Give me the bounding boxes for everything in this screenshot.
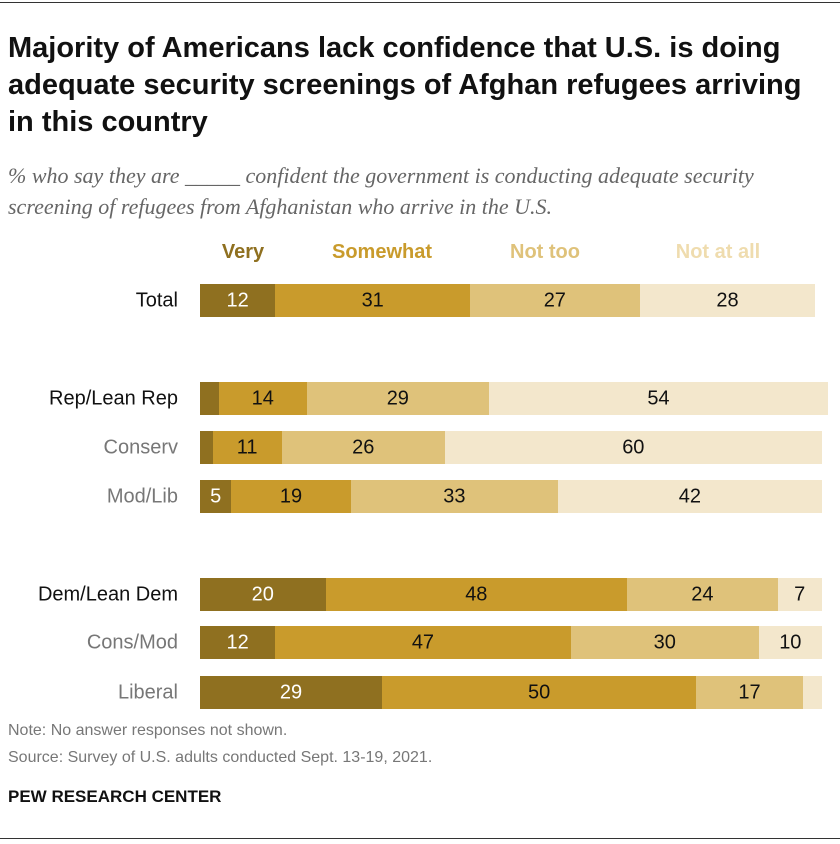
note: Note: No answer responses not shown. bbox=[8, 722, 288, 739]
data-label: 50 bbox=[527, 681, 551, 704]
bar-segment bbox=[275, 626, 571, 659]
bar-segment bbox=[275, 284, 471, 317]
category-label: Cons/Mod bbox=[86, 631, 178, 654]
data-label: 7 bbox=[794, 583, 806, 606]
legend-item-somewhat: Somewhat bbox=[331, 241, 433, 263]
data-label: 11 bbox=[236, 436, 258, 459]
data-label: 24 bbox=[691, 583, 714, 606]
bar-segment bbox=[350, 480, 558, 513]
bar-segment bbox=[281, 431, 445, 464]
data-label: 33 bbox=[443, 485, 466, 508]
bar-segment bbox=[231, 480, 351, 513]
data-label: 27 bbox=[543, 289, 566, 312]
legend-item-not-at-all: Not at all bbox=[675, 241, 761, 263]
bar-segment bbox=[627, 578, 778, 611]
bottom-rule bbox=[0, 838, 840, 839]
bar-segment bbox=[444, 431, 822, 464]
bar-segment bbox=[200, 578, 326, 611]
data-label: 10 bbox=[779, 631, 802, 654]
data-label: 31 bbox=[361, 289, 384, 312]
data-label: 12 bbox=[226, 631, 249, 654]
bar-segment bbox=[200, 480, 232, 513]
bar-segment bbox=[570, 626, 759, 659]
data-label: 29 bbox=[279, 681, 303, 704]
source: Source: Survey of U.S. adults conducted … bbox=[8, 749, 433, 766]
bar-segment bbox=[777, 578, 822, 611]
bar-segment bbox=[382, 676, 697, 709]
data-label: 28 bbox=[716, 289, 739, 312]
data-label: 54 bbox=[647, 387, 670, 410]
category-label: Mod/Lib bbox=[106, 485, 178, 508]
bar-segment bbox=[470, 284, 640, 317]
category-label: Dem/Lean Dem bbox=[37, 583, 178, 606]
bar-segment bbox=[325, 578, 628, 611]
bar-segment bbox=[200, 626, 276, 659]
bar-segment bbox=[200, 676, 383, 709]
bar-segment bbox=[557, 480, 822, 513]
category-label: Conserv bbox=[103, 436, 178, 459]
data-label: 47 bbox=[411, 631, 435, 654]
data-label: 29 bbox=[386, 387, 409, 410]
bar-segment bbox=[212, 431, 282, 464]
data-label: 14 bbox=[251, 387, 274, 410]
data-label: 20 bbox=[251, 583, 274, 606]
data-label: 26 bbox=[352, 436, 375, 459]
legend-item-very: Very bbox=[221, 241, 265, 263]
data-label: 30 bbox=[653, 631, 676, 654]
data-label: 48 bbox=[465, 583, 488, 606]
bar-segment bbox=[802, 676, 822, 709]
bar-segment bbox=[200, 284, 276, 317]
data-label: 12 bbox=[226, 289, 249, 312]
bar-segment bbox=[696, 676, 803, 709]
brand-logo-text: PEW RESEARCH CENTER bbox=[8, 787, 222, 806]
top-rule bbox=[0, 2, 840, 3]
bar-segment bbox=[639, 284, 816, 317]
data-label: 19 bbox=[279, 485, 303, 508]
bar-segment bbox=[758, 626, 822, 659]
data-label: 60 bbox=[622, 436, 645, 459]
bar-segment bbox=[200, 382, 219, 415]
data-label: 5 bbox=[210, 485, 222, 508]
data-label: 17 bbox=[738, 681, 761, 704]
chart-title: Majority of Americans lack confidence th… bbox=[8, 32, 802, 138]
bar-segment bbox=[306, 382, 489, 415]
chart-subtitle: % who say they are _____ confident the g… bbox=[8, 163, 754, 219]
category-label: Rep/Lean Rep bbox=[49, 387, 178, 410]
bar-segment bbox=[488, 382, 828, 415]
category-label: Total bbox=[135, 289, 178, 312]
category-label: Liberal bbox=[117, 681, 178, 704]
legend-item-not-too: Not too bbox=[510, 241, 580, 263]
bar-segment bbox=[200, 431, 213, 464]
data-label: 42 bbox=[678, 485, 701, 508]
bar-segment bbox=[218, 382, 307, 415]
